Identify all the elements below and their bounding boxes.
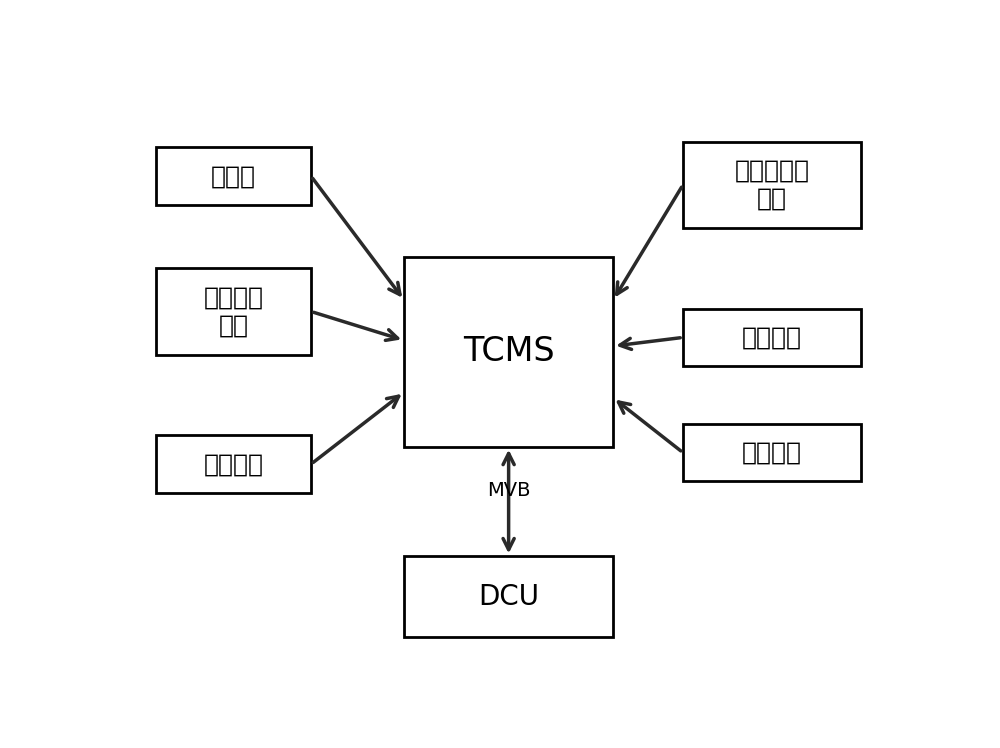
Bar (683, 424, 861, 482)
Bar (156, 269, 311, 355)
Bar (683, 309, 861, 367)
Text: 方向按钮: 方向按钮 (742, 325, 802, 349)
Text: DCU: DCU (478, 583, 539, 610)
Bar (683, 141, 861, 228)
Bar (156, 435, 311, 493)
Text: TCMS: TCMS (463, 335, 554, 368)
Text: 模式开关: 模式开关 (204, 452, 264, 476)
Text: 主电路供电
开关: 主电路供电 开关 (735, 159, 810, 211)
Text: MVB: MVB (487, 480, 530, 500)
Text: 司控器: 司控器 (211, 164, 256, 188)
Text: 空气制动
系统: 空气制动 系统 (204, 286, 264, 337)
Text: 占用按钮: 占用按钮 (742, 441, 802, 465)
Bar (156, 147, 311, 205)
Bar (404, 257, 613, 447)
Bar (404, 557, 613, 637)
